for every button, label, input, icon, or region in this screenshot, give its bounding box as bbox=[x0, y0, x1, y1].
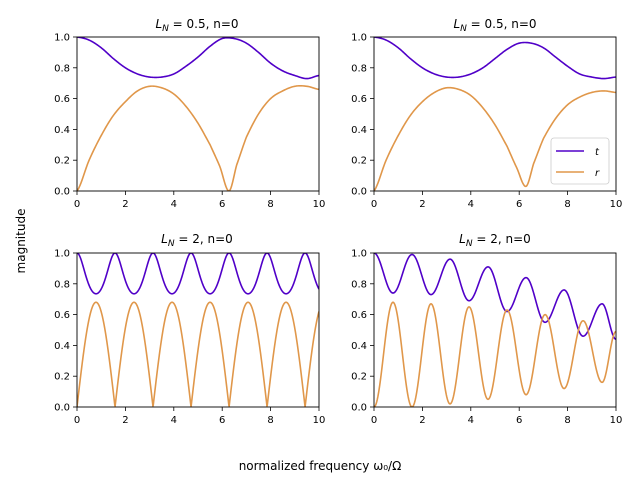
panel-top-left: LN = 0.5, n=0 0 2 4 6 8 10 0.0 0.2 0.4 0.6 0.8 1.0 bbox=[54, 17, 325, 210]
x-tick-label: 2 bbox=[122, 199, 128, 210]
panel-bottom-left-frame bbox=[76, 252, 320, 408]
x-tick-label: 2 bbox=[419, 199, 425, 210]
legend: tr bbox=[550, 137, 610, 185]
y-tick-label: 1.0 bbox=[54, 33, 70, 44]
x-tick-label: 0 bbox=[371, 415, 377, 426]
series-t-line bbox=[374, 253, 616, 341]
x-tick-label: 4 bbox=[468, 199, 474, 210]
x-tick-label: 2 bbox=[419, 415, 425, 426]
series-r-line bbox=[77, 85, 319, 191]
panel-top-right: LN = 0.5, n=0 0 2 4 6 8 10 0.0 0.2 0.4 0.6 0.8 1.0 t… bbox=[351, 17, 622, 210]
x-tick-label: 0 bbox=[74, 199, 80, 210]
y-tick-label: 0.0 bbox=[54, 187, 70, 198]
x-tick-label: 8 bbox=[267, 199, 273, 210]
x-tick-label: 8 bbox=[267, 415, 273, 426]
legend-label-r: r bbox=[595, 168, 600, 179]
y-tick-label: 0.8 bbox=[54, 279, 70, 290]
y-tick-label: 1.0 bbox=[351, 249, 367, 260]
y-tick-label: 0.8 bbox=[351, 279, 367, 290]
y-tick-label: 0.2 bbox=[54, 372, 70, 383]
y-axis-label: magnitude bbox=[14, 209, 28, 274]
x-tick-label: 0 bbox=[371, 199, 377, 210]
y-tick-label: 0.0 bbox=[351, 187, 367, 198]
x-tick-label: 10 bbox=[313, 415, 326, 426]
legend-label-t: t bbox=[595, 147, 600, 158]
y-tick-label: 0.0 bbox=[54, 403, 70, 414]
y-tick-label: 0.4 bbox=[54, 341, 70, 352]
panel-top-left-title: LN = 0.5, n=0 bbox=[155, 17, 238, 34]
panel-top-right-plot-area bbox=[374, 37, 616, 191]
panel-top-left-frame bbox=[76, 36, 320, 192]
x-tick-label: 8 bbox=[564, 415, 570, 426]
y-tick-label: 0.6 bbox=[54, 94, 70, 105]
y-tick-label: 0.6 bbox=[351, 310, 367, 321]
y-tick-label: 0.8 bbox=[54, 63, 70, 74]
x-tick-label: 6 bbox=[516, 415, 522, 426]
y-tick-label: 0.4 bbox=[54, 125, 70, 136]
x-axis-label: normalized frequency ω₀/Ω bbox=[239, 459, 402, 473]
legend-box bbox=[550, 137, 610, 185]
series-t-line bbox=[374, 37, 616, 80]
panel-bottom-left-title: LN = 2, n=0 bbox=[161, 232, 233, 249]
x-tick-label: 6 bbox=[516, 199, 522, 210]
x-tick-label: 4 bbox=[468, 415, 474, 426]
x-tick-label: 8 bbox=[564, 199, 570, 210]
panel-bottom-right-frame bbox=[373, 252, 617, 408]
y-tick-label: 0.0 bbox=[351, 403, 367, 414]
panel-bottom-left: LN = 2, n=0 0 2 4 6 8 10 0.0 0.2 0.4 0.6 0.8 1.0 bbox=[54, 232, 325, 426]
series-t-line bbox=[77, 253, 319, 295]
y-tick-label: 0.6 bbox=[54, 310, 70, 321]
y-tick-label: 0.6 bbox=[351, 94, 367, 105]
panel-bottom-right: LN = 2, n=0 0 2 4 6 8 10 0.0 0.2 0.4 0.6 0.8 1.0 bbox=[351, 232, 622, 426]
y-tick-label: 0.4 bbox=[351, 341, 367, 352]
y-tick-label: 0.2 bbox=[351, 156, 367, 167]
y-tick-label: 0.8 bbox=[351, 63, 367, 74]
panel-top-right-frame bbox=[373, 36, 617, 192]
panel-bottom-right-plot-area bbox=[374, 253, 616, 407]
panel-bottom-right-title: LN = 2, n=0 bbox=[459, 232, 531, 249]
x-tick-label: 10 bbox=[313, 199, 326, 210]
x-tick-label: 0 bbox=[74, 415, 80, 426]
y-tick-label: 1.0 bbox=[351, 33, 367, 44]
x-tick-label: 4 bbox=[171, 415, 177, 426]
x-tick-label: 4 bbox=[171, 199, 177, 210]
panel-top-right-title: LN = 0.5, n=0 bbox=[453, 17, 536, 34]
y-tick-label: 0.2 bbox=[54, 156, 70, 167]
x-tick-label: 6 bbox=[219, 415, 225, 426]
series-r-line bbox=[77, 301, 319, 407]
x-tick-label: 6 bbox=[219, 199, 225, 210]
x-tick-label: 2 bbox=[122, 415, 128, 426]
y-tick-label: 0.2 bbox=[351, 372, 367, 383]
series-r-line bbox=[374, 86, 616, 191]
series-t-line bbox=[77, 37, 319, 80]
x-tick-label: 10 bbox=[610, 415, 623, 426]
y-tick-label: 0.4 bbox=[351, 125, 367, 136]
y-tick-label: 1.0 bbox=[54, 249, 70, 260]
panel-bottom-left-plot-area bbox=[77, 253, 319, 407]
series-r-line bbox=[374, 301, 616, 407]
panel-top-left-plot-area bbox=[77, 37, 319, 191]
x-tick-label: 10 bbox=[610, 199, 623, 210]
